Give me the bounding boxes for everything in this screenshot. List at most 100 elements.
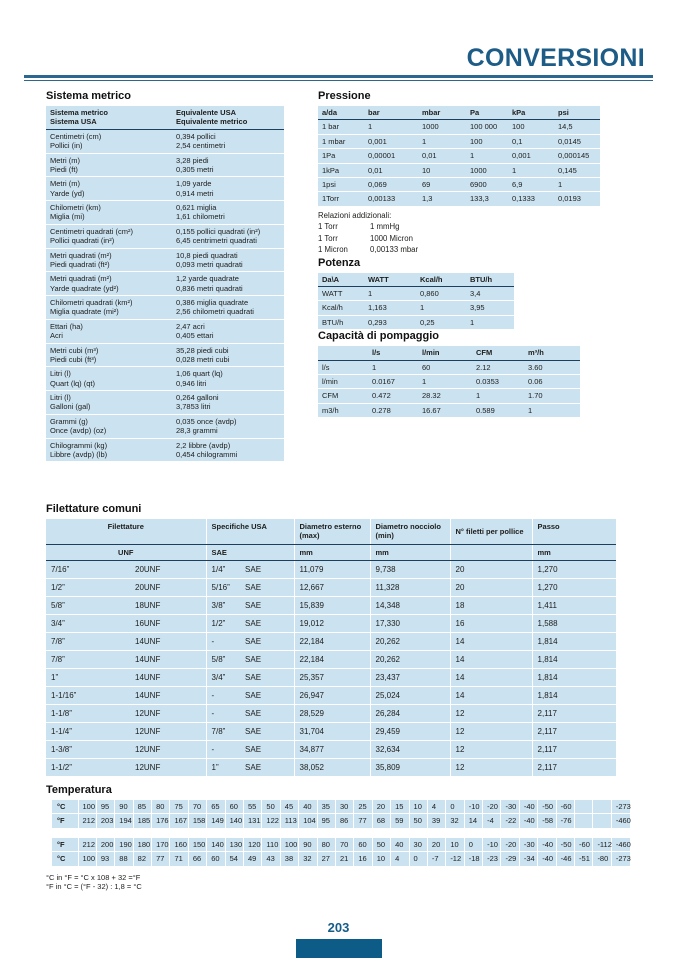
table-cell: 59 (390, 813, 410, 829)
table-cell: -4 (482, 813, 502, 829)
table-cell: 1 mmHg (370, 222, 400, 232)
table-cell: 104 (298, 813, 318, 829)
table-cell: 16UNF (130, 614, 207, 634)
table-cell: 14UNF (130, 686, 207, 706)
table-cell: 14 (450, 668, 533, 688)
table-cell: 20 (450, 560, 533, 580)
table-row: 1-1/8” 12UNF - SAE 28,529 26,284 12 2,117 (46, 704, 617, 724)
table-cell: 0,001 (508, 148, 554, 164)
table-cell: 40 (390, 837, 410, 853)
pompaggio-table: l/s l/min CFM m³/h l/s 1 60 2.12 3.60 l/min 0.… (318, 346, 580, 419)
table-cell: 0,145 (554, 163, 600, 178)
table-cell: 1kPa (318, 163, 364, 178)
table-cell: 45 (280, 800, 300, 815)
table-cell: 1 (524, 403, 580, 419)
table-cell: 54 (225, 851, 245, 867)
table-cell: 20 (372, 800, 392, 815)
table-cell: SAE (240, 650, 295, 670)
column-header: l/s (368, 346, 418, 361)
table-cell: 88 (114, 851, 134, 867)
table-cell: 212 (78, 837, 97, 853)
table-cell: 65 (206, 800, 226, 815)
table-cell: 66 (188, 851, 208, 867)
table-cell: 50 (261, 800, 281, 815)
table-cell: 16 (353, 851, 373, 867)
table-cell: 26,947 (294, 686, 371, 706)
table-cell: 1000 (418, 119, 466, 135)
table-cell: 50 (372, 837, 392, 853)
table-cell: -29 (500, 851, 520, 867)
table-cell: 3/8” (206, 596, 241, 616)
table-header-row: a/da bar mbar Pa kPa psi (318, 106, 600, 121)
header-line: Diametro esterno (299, 522, 362, 531)
table-cell: 1,270 (532, 560, 617, 580)
table-cell: 1,588 (532, 614, 617, 634)
section-temperatura: Temperatura °C 100 95 90 85 80 75 70 65 60 55 50 45 4… (46, 784, 631, 893)
table-cell: 2,47 acri 0,405 ettari (172, 319, 284, 344)
table-cell: 16 (450, 614, 533, 634)
table-cell: 25 (353, 800, 373, 815)
table-cell: 85 (133, 800, 153, 815)
temperatura-band1-table: °C 100 95 90 85 80 75 70 65 60 55 50 45 40 35 30 25 20 15 1… (52, 800, 631, 829)
table-cell: 10 (409, 800, 428, 815)
table-cell: -46 (556, 851, 576, 867)
table-cell: SAE (240, 758, 295, 778)
table-cell: 130 (225, 837, 245, 853)
table-cell: 43 (261, 851, 281, 867)
table-cell: 95 (96, 800, 116, 815)
table-cell: 60 (225, 800, 245, 815)
table-cell: 14 (450, 686, 533, 706)
column-header: Filettature (46, 519, 207, 545)
table-cell: -40 (537, 837, 557, 853)
header-rule (24, 75, 653, 81)
table-cell: 3,95 (466, 300, 514, 316)
header-line: Sistema metrico (50, 108, 108, 117)
table-cell: 18 (450, 596, 533, 616)
table-cell (592, 813, 612, 829)
table-cell: Metri cubi (m³) Piedi cubi (ft³) (46, 343, 172, 368)
table-cell (574, 800, 594, 815)
table-cell: 1 (418, 374, 472, 390)
table-cell: Kcal/h (318, 300, 364, 316)
table-row: Chilometri (km) Miglia (mi) 0,621 miglia 1,… (46, 200, 284, 225)
table-cell: 1psi (318, 177, 364, 193)
table-cell: -50 (537, 800, 557, 815)
table-row: 7/16” 20UNF 1/4” SAE 11,079 9,738 20 1,270 (46, 560, 617, 580)
table-row: 3/4” 16UNF 1/2” SAE 19,012 17,330 16 1,588 (46, 614, 617, 634)
table-cell: 185 (133, 813, 153, 829)
header-line: (max) (299, 531, 320, 541)
table-cell: 158 (188, 813, 208, 829)
table-cell: -22 (500, 813, 520, 829)
table-cell: 140 (225, 813, 245, 829)
subheader-cell: mm (532, 544, 617, 562)
header-line: (min) (375, 531, 394, 541)
table-cell: 194 (114, 813, 134, 829)
table-cell: 26,284 (370, 704, 451, 724)
table-cell: 1 (418, 134, 466, 150)
table-cell: Metri quadrati (m²) Yarde quadrate (yd²) (46, 271, 172, 296)
table-row: 1Pa 0,00001 0,01 1 0,001 0,000145 (318, 148, 600, 164)
table-cell: 176 (151, 813, 171, 829)
footer-bar (296, 939, 382, 958)
pressione-notes: Relazioni addizionali: 1 Torr 1 mmHg 1 Tor… (318, 211, 603, 257)
temperatura-footnotes: °C in °F = °C x 108 + 32 =°F °F in °C = … (46, 873, 630, 893)
table-cell: 16.67 (418, 403, 472, 419)
table-cell: 14 (450, 650, 533, 670)
table-row: Centimetri (cm) Pollici (in) 0,394 pollici… (46, 129, 284, 154)
footnote-line: °C in °F = °C x 108 + 32 =°F (46, 872, 141, 882)
temperatura-heading: Temperatura (46, 784, 112, 796)
table-cell: 5/8” (206, 650, 241, 670)
table-cell: -460 (611, 813, 631, 829)
table-cell: 25,357 (294, 668, 371, 688)
table-cell: -51 (574, 851, 594, 867)
column-header: WATT (364, 272, 416, 288)
table-cell: 22,184 (294, 632, 371, 652)
table-cell (574, 813, 594, 829)
table-row: 1kPa 0,01 10 1000 1 0,145 (318, 163, 600, 178)
table-cell: 1-1/8” (46, 704, 130, 724)
table-cell: -273 (611, 851, 631, 867)
table-row: °F 212 203 194 185 176 167 158 149 140 131 122 113 10… (52, 813, 631, 829)
table-cell: 1 (416, 300, 466, 316)
table-cell: Chilogrammi (kg) Libbre (avdp) (lb) (46, 438, 172, 463)
notes-table: 1 Torr 1 mmHg 1 Torr 1000 Micron 1 Micron 0,0… (318, 222, 418, 257)
